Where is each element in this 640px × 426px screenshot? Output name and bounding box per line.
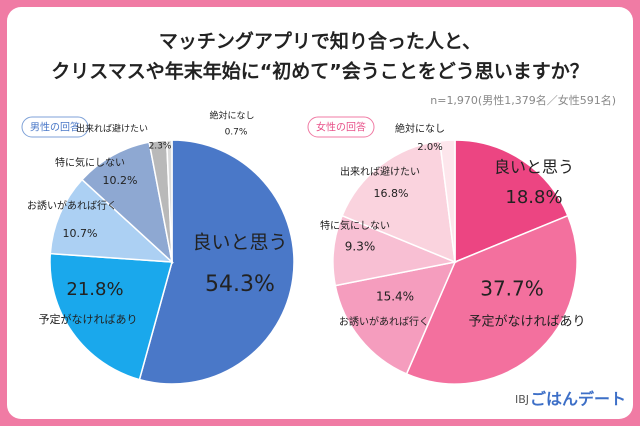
slice-category: お誘いがあれば行く: [27, 199, 117, 212]
slice-value-label: 10.2%: [103, 174, 138, 187]
pie-title: 女性の回答: [316, 121, 366, 134]
slice-category: 絶対になし: [209, 110, 254, 122]
slice-value-label: 54.3%: [205, 272, 275, 297]
slice-category: 出来れば避けたい: [76, 123, 148, 135]
slice-value-label: 2.0%: [417, 142, 442, 153]
pie-title-box: [307, 116, 375, 138]
title-line: クリスマスや年末年始に“初めて”会うことをどう思いますか？: [51, 60, 588, 83]
slice-category: 予定がなければあり: [39, 312, 138, 326]
slice-category: 絶対になし: [395, 122, 445, 135]
pie-slice: [454, 139, 569, 264]
slice-category: 特に気にしない: [320, 219, 390, 232]
pie-title: 男性の回答: [30, 121, 80, 134]
slice-value-label: 15.4%: [376, 290, 414, 304]
slice-category: 良いと思う: [192, 232, 287, 254]
slice-category: お誘いがあれば行く: [339, 315, 429, 328]
slice-value-label: 0.7%: [225, 128, 248, 138]
pie-slice: [49, 252, 173, 381]
pie-slice: [405, 214, 578, 385]
slice-category: 出来れば避けたい: [340, 165, 420, 178]
slice-value-label: 37.7%: [480, 277, 544, 301]
pie-slice: [438, 139, 456, 263]
pie-slice: [165, 139, 173, 263]
title-line: マッチングアプリで知り合った人と、: [159, 30, 481, 53]
pie-slice: [341, 140, 456, 264]
slice-value-label: 21.8%: [66, 279, 123, 300]
slice-value-label: 2.3%: [149, 142, 172, 152]
slice-value-label: 10.7%: [63, 227, 98, 240]
slice-category: 特に気にしない: [55, 156, 125, 169]
slice-value-label: 18.8%: [505, 187, 562, 208]
pie-slice: [49, 178, 175, 263]
pie-slice: [80, 141, 174, 265]
slice-value-label: 16.8%: [374, 187, 409, 200]
slice-category: 予定がなければあり: [468, 315, 585, 330]
pie-slice: [334, 260, 457, 375]
pie-title-box: [21, 116, 89, 138]
slice-value-label: 9.3%: [345, 240, 376, 254]
subtitle: n=1,970(男性1,379名／女性591名): [430, 93, 616, 107]
slice-category: 良いと思う: [494, 158, 574, 177]
brand-company: IBJ: [515, 393, 529, 406]
brand-service: ごはんデート: [530, 390, 626, 409]
pie-slice: [138, 139, 295, 385]
